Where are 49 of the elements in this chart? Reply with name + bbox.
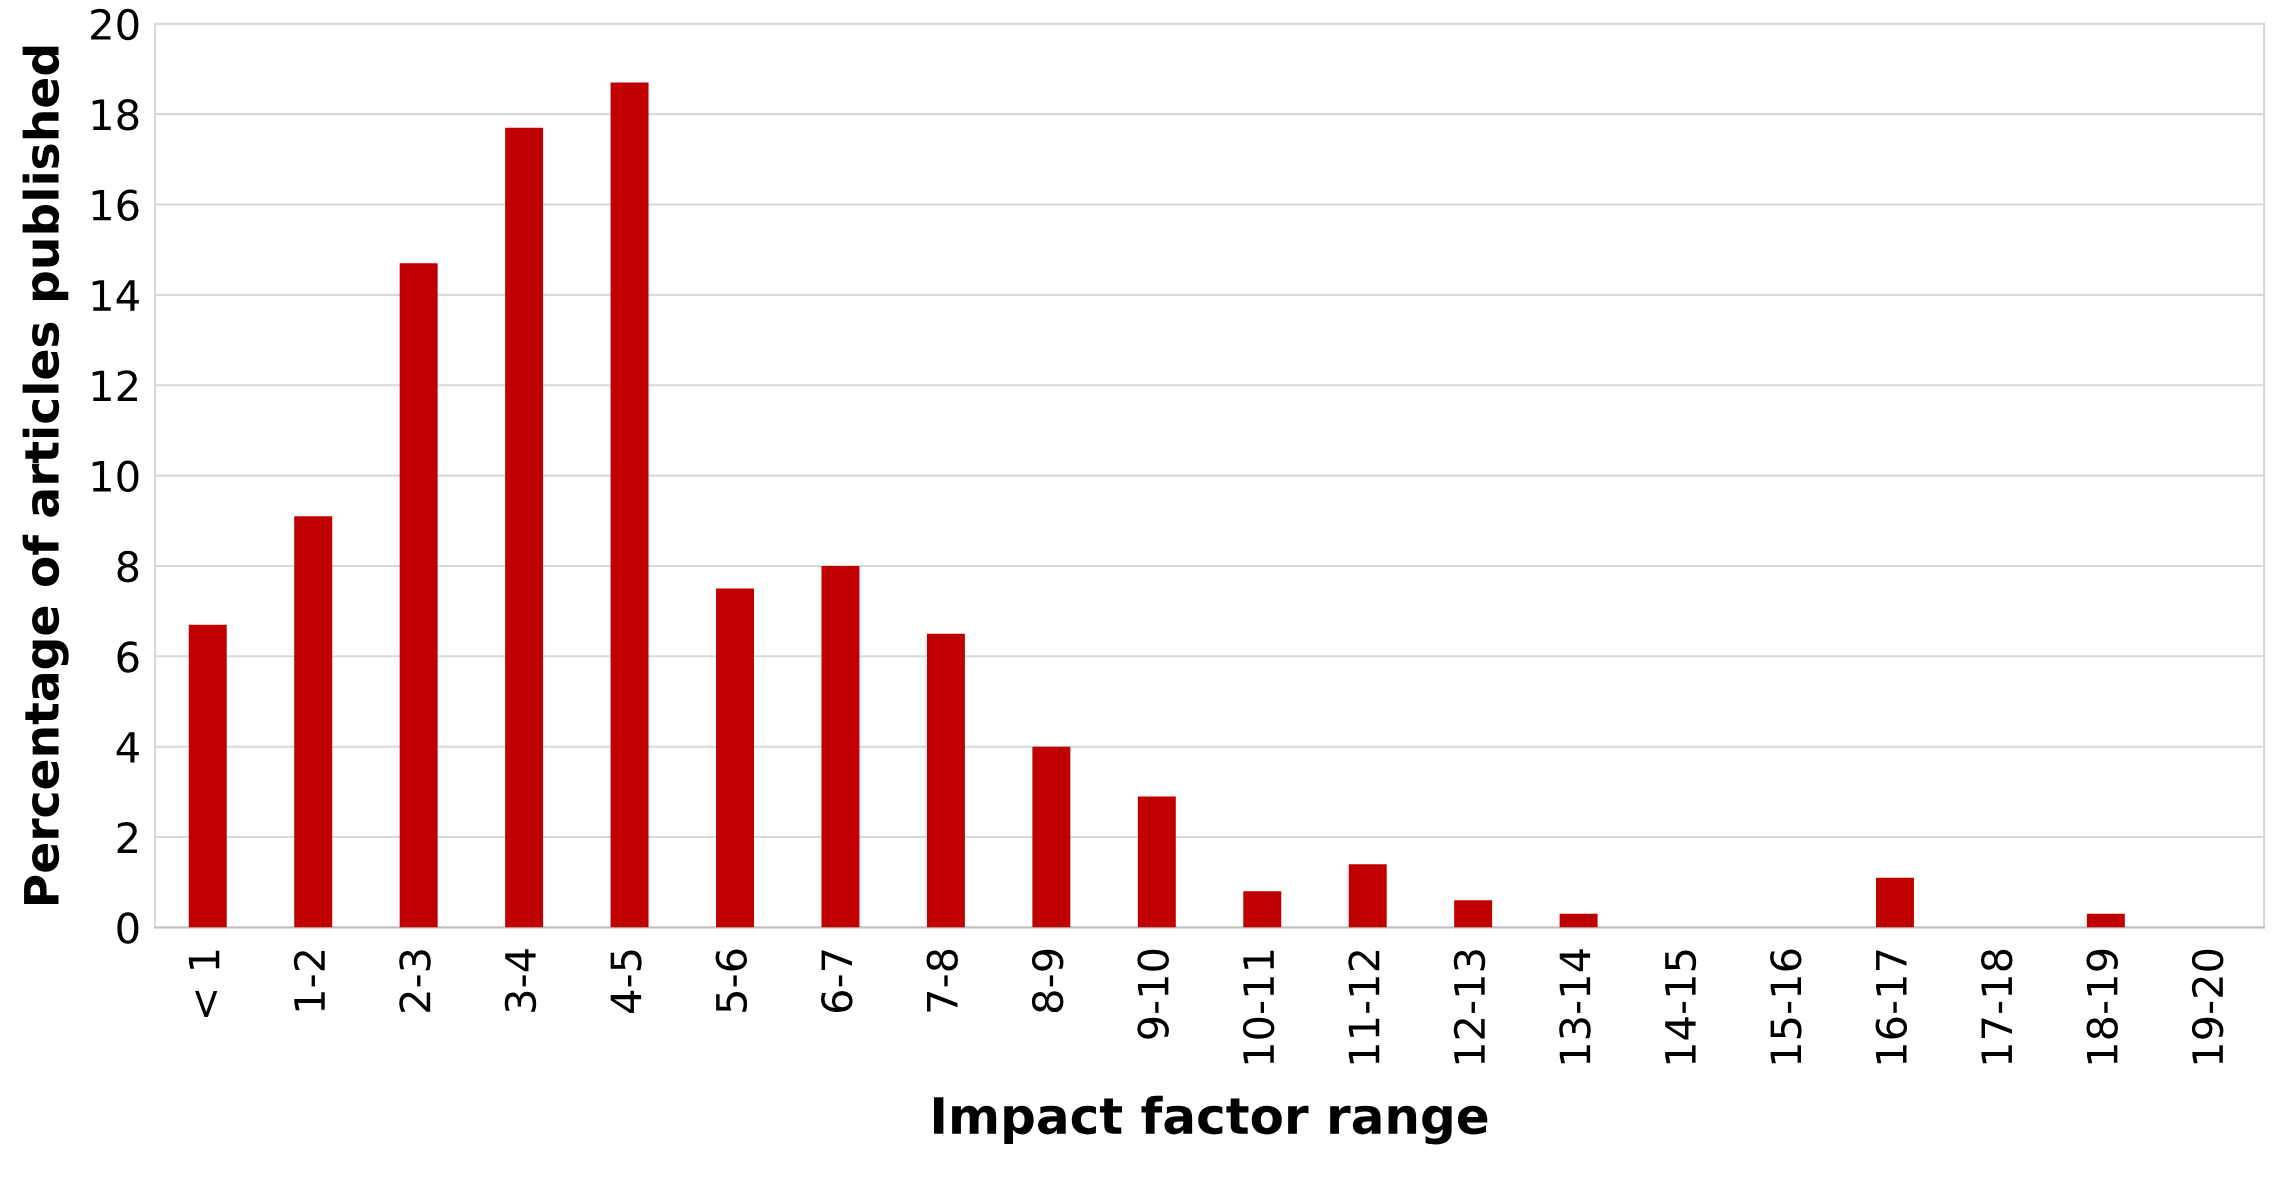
y-tick-label: 20 — [91, 8, 139, 41]
x-tick-label: 9-10 — [1137, 949, 1169, 1039]
bar — [188, 624, 227, 928]
bar — [1348, 864, 1387, 928]
bar — [1875, 877, 1914, 928]
x-tick-label: 15-16 — [1770, 949, 1802, 1064]
x-tick-label: < 1 — [188, 950, 220, 1018]
bar — [505, 127, 544, 928]
y-tick-label: 6 — [117, 641, 139, 673]
x-tick-label: 17-18 — [1980, 949, 2013, 1064]
x-tick-label: 16-17 — [1875, 950, 1908, 1064]
x-tick-label: 10-11 — [1242, 950, 1275, 1064]
x-tick-label: 7-8 — [926, 949, 958, 1012]
y-tick-label: 16 — [92, 189, 139, 221]
bar — [610, 82, 649, 928]
bar — [716, 588, 754, 928]
x-tick-label: 1-2 — [293, 951, 325, 1011]
x-tick-label: 6-7 — [821, 950, 853, 1013]
bar — [2086, 913, 2125, 928]
x-tick-label: 13-14 — [1559, 949, 1591, 1064]
x-tick-label: 19-20 — [2191, 949, 2224, 1064]
x-tick-label: 11-12 — [1348, 951, 1380, 1064]
x-tick-label: 8-9 — [1031, 949, 1064, 1013]
y-tick-label: 0 — [117, 912, 139, 944]
y-axis-title: Percentage of articles published — [22, 46, 69, 905]
bar — [1454, 900, 1493, 928]
bar — [294, 516, 333, 928]
bar — [1137, 796, 1176, 928]
y-tick-label: 2 — [117, 821, 137, 853]
bar — [821, 565, 860, 928]
x-tick-label: 12-13 — [1453, 950, 1486, 1064]
x-tick-label: 14-15 — [1665, 950, 1697, 1064]
y-tick-label: 12 — [92, 370, 137, 402]
x-axis-title: Impact factor range — [933, 1095, 1488, 1145]
bar — [1559, 913, 1598, 928]
bar — [926, 633, 965, 928]
y-tick-label: 4 — [116, 732, 139, 763]
x-tick-label: 18-19 — [2086, 949, 2118, 1064]
bar — [1032, 746, 1071, 928]
y-tick-label: 8 — [117, 550, 139, 583]
x-tick-label: 4-5 — [610, 950, 642, 1013]
y-tick-label: 14 — [92, 280, 139, 311]
y-tick-label: 10 — [92, 460, 139, 493]
x-tick-label: 2-3 — [399, 950, 431, 1012]
x-tick-label: 5-6 — [715, 949, 748, 1012]
y-tick-label: 18 — [92, 99, 139, 131]
bar — [399, 263, 438, 928]
bar — [1243, 891, 1282, 928]
x-tick-label: 3-4 — [504, 949, 537, 1012]
